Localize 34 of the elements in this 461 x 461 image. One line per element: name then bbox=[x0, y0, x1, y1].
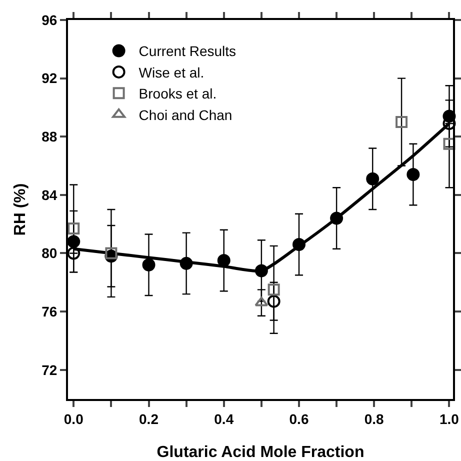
point bbox=[142, 258, 156, 272]
legend-label: Current Results bbox=[138, 43, 236, 60]
point bbox=[406, 168, 420, 182]
point bbox=[267, 294, 280, 308]
point bbox=[396, 116, 408, 128]
x-tick-label: 1.0 bbox=[440, 410, 460, 427]
point bbox=[330, 212, 344, 225]
y-axis-title: RH (%) bbox=[12, 183, 29, 236]
legend-label: Brooks et al. bbox=[138, 86, 217, 102]
point bbox=[67, 246, 80, 260]
point bbox=[254, 264, 268, 278]
point bbox=[68, 222, 80, 234]
point bbox=[292, 238, 306, 251]
point bbox=[217, 254, 230, 268]
y-tick-label: 80 bbox=[42, 245, 58, 262]
y-tick-label: 92 bbox=[42, 70, 58, 86]
point bbox=[366, 172, 380, 186]
y-tick-label: 72 bbox=[42, 362, 58, 378]
x-tick-label: 0.2 bbox=[139, 410, 159, 427]
y-tick-label: 88 bbox=[42, 128, 58, 145]
x-axis-title: Glutaric Acid Mole Fraction bbox=[156, 444, 364, 461]
y-tick-label: 76 bbox=[42, 303, 58, 320]
point bbox=[180, 256, 193, 270]
point bbox=[105, 247, 118, 260]
point bbox=[254, 296, 268, 306]
legend-label: Choi and Chan bbox=[138, 106, 232, 123]
legend-label: Wise et al. bbox=[138, 64, 204, 80]
x-tick-label: 0.4 bbox=[214, 410, 234, 427]
y-tick-label: 96 bbox=[42, 12, 58, 28]
point bbox=[268, 284, 280, 296]
y-tick-label: 84 bbox=[42, 186, 58, 203]
x-tick-label: 0.8 bbox=[364, 410, 384, 427]
x-tick-label: 0.6 bbox=[289, 410, 309, 427]
x-tick-label: 0.0 bbox=[64, 410, 84, 427]
